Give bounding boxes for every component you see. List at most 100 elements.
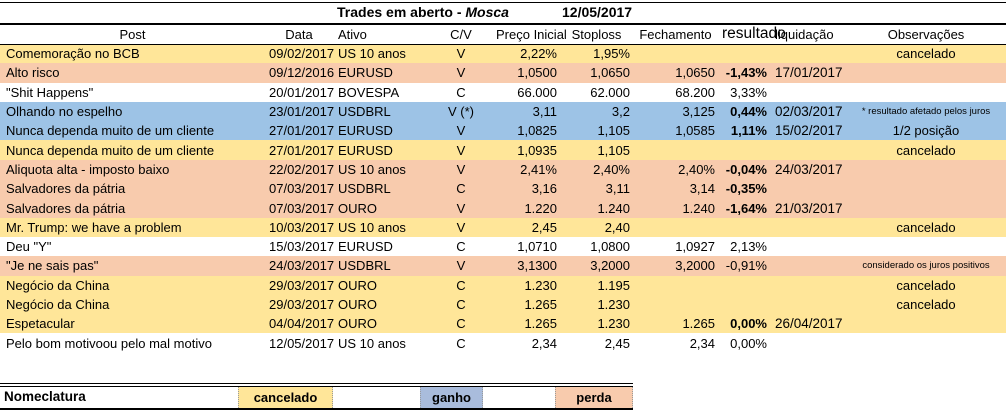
cell-liquidacao[interactable]: 02/03/2017 (775, 104, 843, 120)
cell-resultado[interactable]: 0,00% (730, 316, 767, 332)
cell-obs[interactable] (846, 179, 1006, 198)
cell-resultado[interactable]: -1,43% (725, 65, 767, 81)
cell-cv[interactable]: V (456, 258, 466, 274)
cell-obs[interactable]: cancelado (896, 277, 956, 293)
cell-fechamento[interactable]: 1,0585 (675, 123, 715, 139)
cell-liquidacao[interactable] (772, 276, 846, 295)
table-row[interactable]: Espetacular 04/04/2017 OURO C 1.265 1.230 1.26… (0, 314, 1006, 334)
header-post[interactable]: Post (119, 26, 146, 42)
cell-ativo[interactable]: USDBRL (338, 104, 391, 120)
cell-cv[interactable]: V (456, 219, 466, 235)
legend-cell-cancelado[interactable]: cancelado (238, 387, 333, 408)
cell-fechamento[interactable]: 1,0927 (675, 239, 715, 255)
cell-ativo[interactable]: EURUSD (338, 65, 393, 81)
cell-post[interactable]: Espetacular (6, 316, 75, 332)
cell-post[interactable]: Mr. Trump: we have a problem (6, 219, 182, 235)
cell-data[interactable]: 09/02/2017 (269, 46, 335, 62)
cell-resultado[interactable] (718, 295, 772, 314)
cell-fechamento[interactable]: 1.265 (682, 316, 715, 332)
cell-liquidacao[interactable] (772, 44, 846, 63)
cell-ativo[interactable]: USDBRL (338, 181, 391, 197)
cell-post[interactable]: Salvadores da pátria (6, 181, 126, 197)
cell-obs[interactable] (846, 160, 1006, 179)
cell-cv[interactable]: C (456, 239, 466, 255)
cell-data[interactable]: 29/03/2017 (269, 277, 335, 293)
cell-resultado[interactable]: -1,64% (725, 200, 767, 216)
cell-ativo[interactable]: OURO (338, 297, 377, 312)
cell-cv[interactable]: C (456, 277, 466, 293)
cell-obs[interactable]: cancelado (896, 297, 956, 312)
cell-data[interactable]: 20/01/2017 (269, 84, 335, 100)
cell-preco[interactable]: 3,16 (531, 181, 557, 197)
cell-resultado[interactable] (718, 276, 772, 295)
cell-ativo[interactable]: USDBRL (338, 258, 391, 274)
cell-preco[interactable]: 2,41% (520, 161, 557, 177)
table-row[interactable]: "Shit Happens" 20/01/2017 BOVESPA C 66.000 62… (0, 82, 1006, 102)
header-resultado[interactable]: resultado (722, 25, 786, 43)
cell-stoploss[interactable]: 1,0650 (590, 65, 630, 81)
cell-obs[interactable] (846, 83, 1006, 102)
cell-post[interactable]: Comemoração no BCB (6, 46, 140, 62)
cell-liquidacao[interactable]: 15/02/2017 (775, 123, 843, 139)
cell-fechamento[interactable]: 2,34 (689, 335, 715, 351)
cell-preco[interactable]: 2,45 (531, 219, 557, 235)
cell-post[interactable]: Salvadores da pátria (6, 200, 126, 216)
table-row[interactable]: Aliquota alta - imposto baixo 22/02/2017 U… (0, 159, 1006, 180)
cell-data[interactable]: 27/01/2017 (269, 142, 335, 158)
cell-preco[interactable]: 2,22% (520, 46, 557, 62)
table-row[interactable]: Mr. Trump: we have a problem 10/03/2017 US… (0, 217, 1006, 237)
cell-stoploss[interactable]: 1,0800 (590, 239, 630, 255)
cell-preco[interactable]: 1.265 (524, 316, 557, 332)
cell-obs[interactable]: cancelado (896, 142, 956, 158)
cell-preco[interactable]: 1.230 (524, 277, 557, 293)
header-fechamento[interactable]: Fechamento (639, 26, 712, 42)
cell-fechamento[interactable]: 2,40% (678, 161, 715, 177)
cell-ativo[interactable]: OURO (338, 316, 377, 332)
cell-post[interactable]: Alto risco (6, 65, 60, 81)
cell-cv[interactable]: C (456, 297, 466, 312)
table-row[interactable]: Negócio da China 29/03/2017 OURO C 1.265 1.23… (0, 294, 1006, 315)
cell-liquidacao[interactable] (772, 140, 846, 159)
cell-cv[interactable]: V (456, 142, 466, 158)
cell-resultado[interactable] (718, 44, 772, 63)
table-row[interactable]: Deu "Y" 15/03/2017 EURUSD C 1,0710 1,0800 1,09… (0, 236, 1006, 257)
cell-data[interactable]: 12/05/2017 (269, 335, 335, 351)
table-row[interactable]: Olhando no espelho 23/01/2017 USDBRL V (*) 3… (0, 101, 1006, 122)
table-row[interactable]: Negócio da China 29/03/2017 OURO C 1.230 1.19… (0, 275, 1006, 295)
cell-data[interactable]: 24/03/2017 (269, 258, 335, 274)
cell-data[interactable]: 27/01/2017 (269, 123, 335, 139)
header-ativo[interactable]: Ativo (338, 26, 367, 42)
cell-cv[interactable]: C (456, 316, 466, 332)
cell-liquidacao[interactable] (772, 83, 846, 102)
cell-preco[interactable]: 1,0500 (517, 65, 557, 81)
table-row[interactable]: "Je ne sais pas" 24/03/2017 USDBRL V 3,1300 3… (0, 256, 1006, 276)
cell-data[interactable]: 22/02/2017 (269, 161, 335, 177)
cell-fechamento[interactable]: 1,0650 (675, 65, 715, 81)
cell-liquidacao[interactable]: 24/03/2017 (775, 161, 843, 177)
cell-fechamento[interactable]: 3,125 (682, 104, 715, 120)
cell-fechamento[interactable] (633, 218, 718, 237)
cell-liquidacao[interactable] (772, 333, 846, 352)
cell-stoploss[interactable]: 2,45 (604, 335, 630, 351)
cell-preco[interactable]: 3,11 (532, 104, 557, 120)
cell-ativo[interactable]: US 10 anos (338, 46, 406, 62)
cell-resultado[interactable] (718, 218, 772, 237)
table-row[interactable]: Nunca dependa muito de um cliente 27/01/2… (0, 140, 1006, 160)
cell-stoploss[interactable]: 2,40 (604, 219, 630, 235)
cell-cv[interactable]: C (456, 335, 466, 351)
cell-resultado[interactable]: -0,35% (725, 181, 767, 197)
cell-data[interactable]: 04/04/2017 (269, 316, 335, 332)
cell-preco[interactable]: 1,0710 (517, 239, 557, 255)
cell-obs[interactable] (846, 237, 1006, 256)
table-row[interactable]: Salvadores da pátria 07/03/2017 USDBRL C 3,1… (0, 179, 1006, 199)
cell-fechamento[interactable]: 1.240 (682, 200, 715, 216)
table-row[interactable]: Alto risco 09/12/2016 EURUSD V 1,0500 1,0650 1… (0, 63, 1006, 83)
cell-preco[interactable]: 1.265 (524, 297, 557, 312)
legend-cell-ganho[interactable]: ganho (420, 387, 483, 408)
cell-ativo[interactable]: US 10 anos (338, 161, 406, 177)
cell-data[interactable]: 09/12/2016 (269, 65, 335, 81)
cell-post[interactable]: Aliquota alta - imposto baixo (6, 161, 170, 177)
cell-cv[interactable]: C (456, 181, 466, 197)
cell-cv[interactable]: V (456, 123, 466, 139)
cell-liquidacao[interactable] (772, 218, 846, 237)
